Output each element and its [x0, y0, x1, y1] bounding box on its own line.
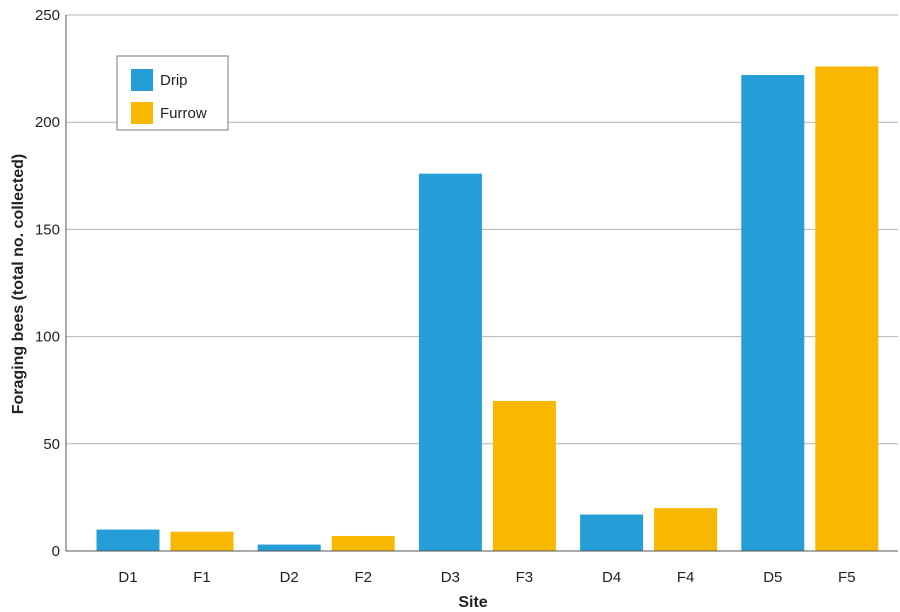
x-tick-label: D1: [118, 569, 137, 586]
x-tick-label: D2: [280, 569, 299, 586]
legend-label-furrow: Furrow: [160, 105, 207, 122]
legend-swatch-drip: [131, 69, 153, 91]
x-tick-label: D4: [602, 569, 621, 586]
y-tick-label: 100: [35, 329, 60, 346]
x-tick-label: F4: [677, 569, 695, 586]
x-tick-label: D5: [763, 569, 782, 586]
bar-d4: [580, 515, 643, 551]
y-axis-title: Foraging bees (total no. collected): [10, 154, 27, 414]
y-tick-label: 250: [35, 7, 60, 24]
x-tick-label: F5: [838, 569, 856, 586]
y-tick-labels: 0 50 100 150 200 250: [35, 7, 60, 560]
x-tick-label: F2: [354, 569, 372, 586]
bar-f4: [654, 508, 717, 551]
legend-swatch-furrow: [131, 102, 153, 124]
bar-f1: [171, 532, 234, 551]
bar-f2: [332, 536, 395, 551]
bar-f5: [815, 66, 878, 551]
x-tick-labels: D1 F1 D2 F2 D3 F3 D4 F4 D5 F5: [118, 569, 855, 586]
bar-d3: [419, 174, 482, 551]
y-tick-label: 0: [52, 543, 60, 560]
y-tick-label: 150: [35, 221, 60, 238]
x-tick-label: D3: [441, 569, 460, 586]
legend-label-drip: Drip: [160, 72, 188, 89]
y-tick-label: 200: [35, 114, 60, 131]
x-axis-title: Site: [458, 594, 487, 611]
legend: Drip Furrow: [117, 56, 228, 130]
y-tick-label: 50: [43, 436, 60, 453]
bars: [97, 66, 879, 551]
bar-d2: [258, 545, 321, 551]
x-tick-label: F1: [193, 569, 211, 586]
bar-d5: [741, 75, 804, 551]
bar-d1: [97, 530, 160, 551]
x-tick-label: F3: [516, 569, 534, 586]
bar-f3: [493, 401, 556, 551]
